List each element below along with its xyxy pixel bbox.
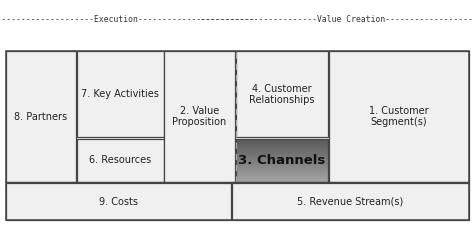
Bar	[77, 51, 164, 137]
Bar	[329, 51, 469, 182]
Text: ------------------------Execution------------------------: ------------------------Execution-------…	[0, 15, 255, 24]
Text: ------------------------Value Creation------------------------: ------------------------Value Creation--…	[200, 15, 474, 24]
Bar	[232, 183, 469, 220]
Text: 5. Revenue Stream(s): 5. Revenue Stream(s)	[297, 197, 403, 207]
Bar	[236, 139, 328, 182]
Text: 8. Partners: 8. Partners	[14, 112, 67, 121]
Bar	[236, 51, 328, 137]
Text: 9. Costs: 9. Costs	[99, 197, 138, 207]
Bar	[6, 183, 231, 220]
Text: 1. Customer
Segment(s): 1. Customer Segment(s)	[369, 106, 428, 127]
Text: 3. Channels: 3. Channels	[238, 154, 326, 167]
Bar	[6, 51, 469, 220]
Text: 4. Customer
Relationships: 4. Customer Relationships	[249, 84, 315, 105]
Text: 6. Resources: 6. Resources	[89, 155, 151, 165]
Bar	[164, 51, 235, 182]
Bar	[77, 139, 164, 182]
Text: 2. Value
Proposition: 2. Value Proposition	[173, 106, 227, 127]
Text: 7. Key Activities: 7. Key Activities	[81, 89, 159, 99]
Bar	[6, 51, 76, 182]
